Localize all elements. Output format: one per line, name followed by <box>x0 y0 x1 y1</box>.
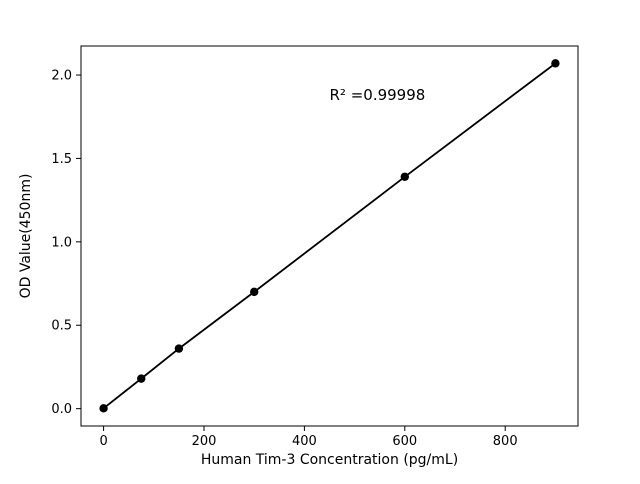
x-tick-label: 400 <box>292 434 317 449</box>
data-point-marker <box>174 344 184 353</box>
x-tick-label: 600 <box>392 434 417 449</box>
y-tick-label: 0.0 <box>51 402 72 417</box>
y-tick-label: 0.5 <box>51 319 72 334</box>
x-tick-label: 0 <box>99 434 107 449</box>
y-tick-label: 2.0 <box>51 69 72 84</box>
x-tick-label: 200 <box>192 434 217 449</box>
data-point-marker <box>400 172 410 181</box>
y-tick-label: 1.0 <box>51 235 72 250</box>
plot-content: 0 200 400 600 800 0.0 0.5 1.0 1.5 2.0 <box>51 45 579 449</box>
data-point-marker <box>551 59 560 68</box>
data-point-marker <box>99 404 108 413</box>
data-point-marker <box>137 374 146 383</box>
fit-line <box>103 62 556 410</box>
x-tick-label: 800 <box>493 434 518 449</box>
data-point-marker <box>249 287 259 297</box>
x-axis-label: Human Tim-3 Concentration (pg/mL) <box>201 452 458 468</box>
y-tick-label: 1.5 <box>51 152 72 167</box>
y-axis-label: OD Value(450nm) <box>18 174 34 299</box>
r-squared-annotation: R² =0.99998 <box>330 86 426 104</box>
axes-frame <box>80 45 579 427</box>
